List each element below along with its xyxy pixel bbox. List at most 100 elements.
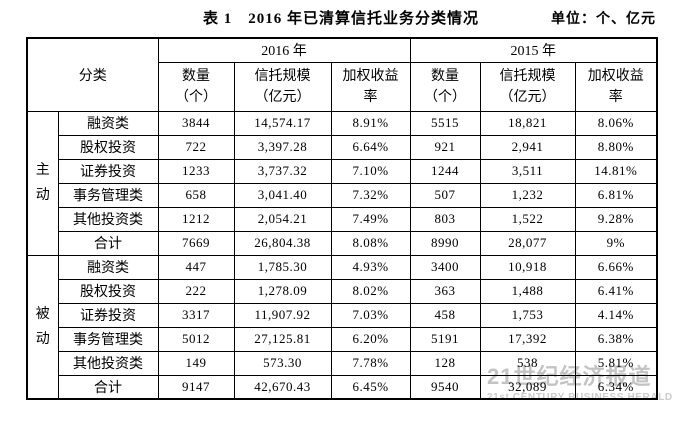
table-row: 合计 9147 42,670.43 6.45% 9540 32,089 6.34%: [27, 374, 658, 400]
value-cell: 6.64%: [330, 134, 411, 160]
value-cell: 1,785.30: [233, 254, 332, 280]
value-cell: 1212: [157, 206, 235, 232]
value-cell: 6.34%: [574, 374, 658, 400]
trust-business-table: 分类 2016 年 2015 年 数量 （个） 信托规模 （亿元） 加权收益 率…: [26, 37, 659, 400]
value-cell: 6.20%: [330, 326, 411, 352]
sub-header-row: 数量 （个） 信托规模 （亿元） 加权收益 率 数量 （个） 信托规模 （亿元）…: [27, 61, 658, 112]
value-cell: 8.06%: [574, 110, 658, 136]
value-cell: 149: [157, 350, 235, 376]
value-cell: 7.32%: [330, 182, 411, 208]
value-cell: 7.78%: [330, 350, 411, 376]
value-cell: 3844: [157, 110, 235, 136]
row-label: 其他投资类: [57, 350, 159, 376]
table-row: 合计 7669 26,804.38 8.08% 8990 28,077 9%: [27, 230, 658, 256]
row-label: 事务管理类: [57, 326, 159, 352]
row-label: 股权投资: [57, 134, 159, 160]
value-cell: 1233: [157, 158, 235, 184]
value-cell: 27,125.81: [233, 326, 332, 352]
value-cell: 6.45%: [330, 374, 411, 400]
value-cell: 9540: [409, 374, 481, 400]
value-cell: 5515: [409, 110, 481, 136]
value-cell: 8.91%: [330, 110, 411, 136]
year-header-row: 分类 2016 年 2015 年: [26, 37, 658, 112]
table-body: 主动 融资类 3844 14,574.17 8.91% 5515 18,821 8.06% 股权…: [26, 110, 658, 400]
value-cell: 5191: [409, 326, 481, 352]
value-cell: 7669: [157, 230, 235, 256]
col-header-yield-2015: 加权收益 率: [574, 61, 658, 112]
value-cell: 507: [409, 182, 481, 208]
value-cell: 5012: [157, 326, 235, 352]
group-label: 被动: [35, 306, 50, 347]
value-cell: 3,737.32: [233, 158, 332, 184]
value-cell: 222: [157, 278, 235, 304]
value-cell: 26,804.38: [233, 230, 332, 256]
table-title: 表 1 2016 年已清算信托业务分类情况: [202, 11, 479, 27]
row-label: 证券投资: [57, 302, 159, 328]
value-cell: 658: [157, 182, 235, 208]
row-label: 合计: [57, 374, 159, 400]
value-cell: 14,574.17: [233, 110, 332, 136]
col-header-quantity-2015: 数量 （个）: [409, 61, 481, 112]
table-row: 其他投资类 149 573.30 7.78% 128 538 5.81%: [27, 350, 658, 376]
value-cell: 8.08%: [330, 230, 411, 256]
value-cell: 18,821: [479, 110, 576, 136]
value-cell: 1244: [409, 158, 481, 184]
value-cell: 128: [409, 350, 481, 376]
table-row: 被动 融资类 447 1,785.30 4.93% 3400 10,918 6.66%: [26, 254, 658, 400]
value-cell: 3,397.28: [233, 134, 332, 160]
table-caption: 表 1 2016 年已清算信托业务分类情况 单位：个、亿元: [26, 7, 656, 29]
value-cell: 1,232: [479, 182, 576, 208]
value-cell: 8.02%: [330, 278, 411, 304]
group-cell-0: 主动: [26, 110, 59, 256]
col-header-quantity-2016: 数量 （个）: [157, 61, 235, 112]
value-cell: 7.03%: [330, 302, 411, 328]
value-cell: 7.49%: [330, 206, 411, 232]
row-label: 事务管理类: [57, 182, 159, 208]
value-cell: 4.14%: [574, 302, 658, 328]
value-cell: 9.28%: [574, 206, 658, 232]
row-label: 合计: [57, 230, 159, 256]
value-cell: 3317: [157, 302, 235, 328]
value-cell: 6.81%: [574, 182, 658, 208]
value-cell: 3,041.40: [233, 182, 332, 208]
value-cell: 1,753: [479, 302, 576, 328]
year-header-2015: 2015 年: [409, 37, 658, 63]
col-header-scale-2015: 信托规模 （亿元）: [479, 61, 576, 112]
unit-label: 单位：个、亿元: [551, 12, 656, 27]
value-cell: 447: [157, 254, 235, 280]
value-cell: 2,054.21: [233, 206, 332, 232]
table-row: 股权投资 722 3,397.28 6.64% 921 2,941 8.80%: [27, 134, 658, 160]
row-label: 证券投资: [57, 158, 159, 184]
value-cell: 6.41%: [574, 278, 658, 304]
year-header-2016: 2016 年: [157, 37, 411, 63]
table-header: 分类 2016 年 2015 年 数量 （个） 信托规模 （亿元） 加权收益 率…: [26, 37, 658, 112]
row-label: 融资类: [57, 254, 159, 280]
table-row: 证券投资 3317 11,907.92 7.03% 458 1,753 4.14%: [27, 302, 658, 328]
row-label: 融资类: [57, 110, 159, 136]
value-cell: 3,511: [479, 158, 576, 184]
value-cell: 14.81%: [574, 158, 658, 184]
value-cell: 8990: [409, 230, 481, 256]
group-cell-1: 被动: [26, 254, 59, 400]
value-cell: 458: [409, 302, 481, 328]
table-row: 主动 融资类 3844 14,574.17 8.91% 5515 18,821 8.06%: [26, 110, 658, 256]
table-row: 其他投资类 1212 2,054.21 7.49% 803 1,522 9.28%: [27, 206, 658, 232]
corner-header-category: 分类: [26, 37, 159, 112]
value-cell: 4.93%: [330, 254, 411, 280]
value-cell: 1,488: [479, 278, 576, 304]
value-cell: 3400: [409, 254, 481, 280]
value-cell: 8.80%: [574, 134, 658, 160]
value-cell: 9%: [574, 230, 658, 256]
value-cell: 538: [479, 350, 576, 376]
table-row: 股权投资 222 1,278.09 8.02% 363 1,488 6.41%: [27, 278, 658, 304]
value-cell: 921: [409, 134, 481, 160]
value-cell: 9147: [157, 374, 235, 400]
col-header-scale-2016: 信托规模 （亿元）: [233, 61, 332, 112]
table-row: 事务管理类 658 3,041.40 7.32% 507 1,232 6.81%: [27, 182, 658, 208]
row-label: 股权投资: [57, 278, 159, 304]
value-cell: 722: [157, 134, 235, 160]
value-cell: 1,522: [479, 206, 576, 232]
value-cell: 6.38%: [574, 326, 658, 352]
value-cell: 7.10%: [330, 158, 411, 184]
table-row: 事务管理类 5012 27,125.81 6.20% 5191 17,392 6.38%: [27, 326, 658, 352]
